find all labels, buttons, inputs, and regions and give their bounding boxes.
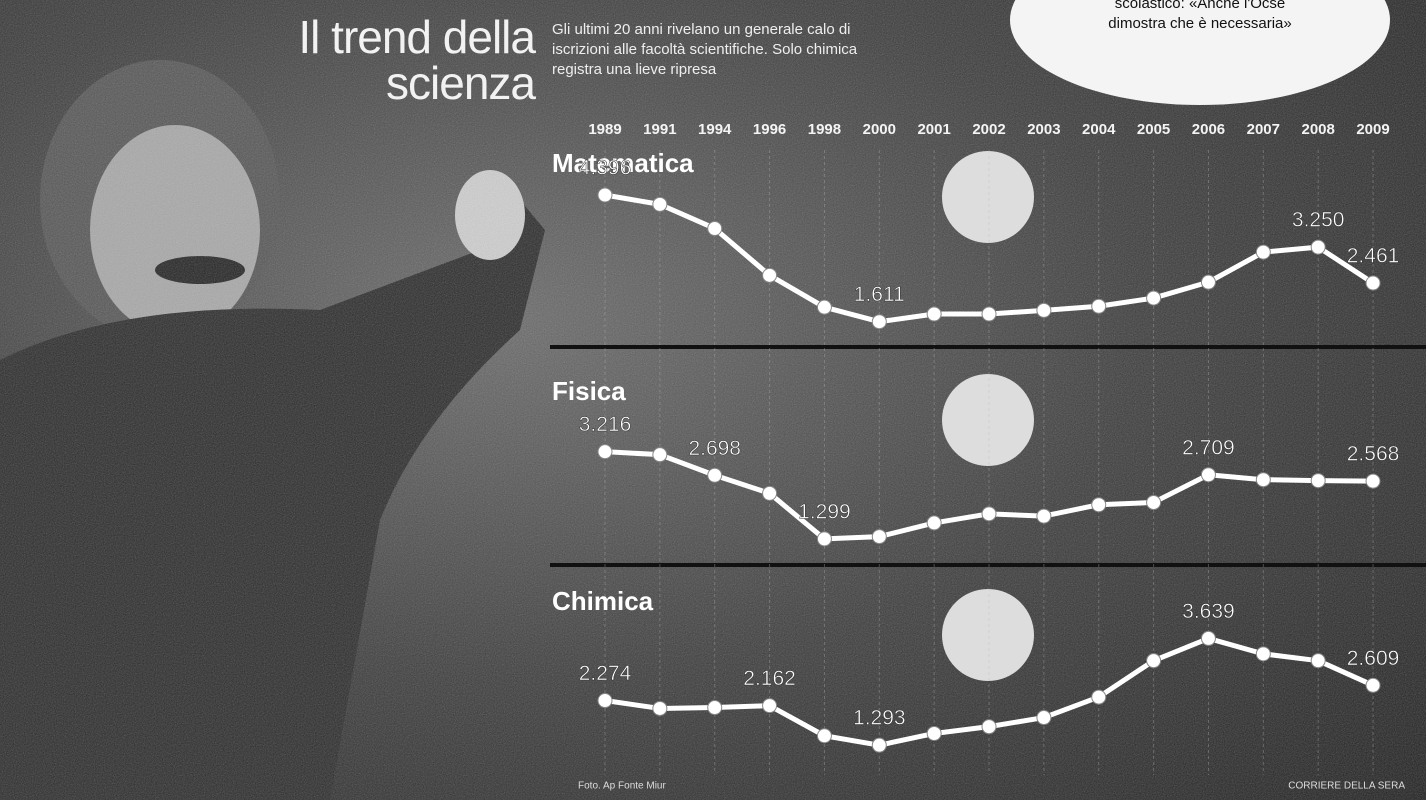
data-point	[762, 267, 778, 283]
chart-title: Il trend della scienza	[298, 11, 536, 109]
icon	[942, 151, 1034, 243]
data-point	[871, 529, 887, 545]
data-point	[762, 485, 778, 501]
data-point	[597, 693, 613, 709]
data-point	[652, 447, 668, 463]
data-point	[1146, 494, 1162, 510]
x-tick-label: 2004	[1082, 121, 1116, 138]
data-point	[1255, 472, 1271, 488]
data-point	[981, 506, 997, 522]
data-label: 1.293	[853, 707, 906, 730]
data-point	[1036, 302, 1052, 318]
data-point	[707, 467, 723, 483]
data-label: 3.216	[579, 413, 632, 436]
series-title: Chimica	[552, 586, 654, 616]
x-tick-label: 2008	[1301, 121, 1334, 138]
data-point	[1255, 244, 1271, 260]
data-point	[1200, 274, 1216, 290]
data-point	[1200, 630, 1216, 646]
source: Foto. Ap Fonte Miur	[578, 781, 666, 792]
data-point	[707, 220, 723, 236]
data-point	[1091, 689, 1107, 705]
data-point	[652, 196, 668, 212]
chart-subtitle: Gli ultimi 20 anni rivelano un generale …	[552, 21, 858, 78]
data-point	[1091, 298, 1107, 314]
data-label: 4.396	[579, 157, 632, 180]
data-point	[1036, 508, 1052, 524]
data-label: 2.568	[1347, 443, 1400, 466]
x-tick-label: 1996	[753, 121, 786, 138]
data-point	[1146, 290, 1162, 306]
data-point	[871, 737, 887, 753]
x-tick-label: 2005	[1137, 121, 1170, 138]
series-title: Matematica	[552, 148, 694, 178]
data-label: 2.698	[688, 437, 741, 460]
data-label: 3.250	[1292, 209, 1345, 232]
data-point	[1365, 473, 1381, 489]
data-label: 2.274	[579, 662, 632, 685]
data-point	[1310, 473, 1326, 489]
data-label: 1.299	[798, 500, 851, 523]
data-point	[1310, 239, 1326, 255]
data-point	[1255, 646, 1271, 662]
note-text: dimostra che è necessaria»	[1108, 15, 1291, 32]
x-tick-label: 2002	[972, 121, 1005, 138]
data-point	[1365, 677, 1381, 693]
x-tick-label: 2007	[1247, 121, 1280, 138]
note-bubble	[1010, 0, 1390, 105]
note-text: scolastico: «Anche l'Ocse	[1115, 0, 1285, 12]
x-tick-label: 2001	[917, 121, 950, 138]
x-tick-label: 1994	[698, 121, 732, 138]
icon	[942, 589, 1034, 681]
data-point	[1036, 710, 1052, 726]
x-tick-label: 1991	[643, 121, 676, 138]
data-label: 1.611	[854, 283, 905, 306]
data-point	[981, 719, 997, 735]
x-tick-label: 1998	[808, 121, 841, 138]
data-label: 2.709	[1182, 436, 1235, 459]
data-point	[871, 314, 887, 330]
x-tick-label: 2003	[1027, 121, 1060, 138]
icon	[942, 374, 1034, 466]
data-point	[1091, 497, 1107, 513]
data-point	[816, 728, 832, 744]
data-point	[1200, 467, 1216, 483]
x-tick-label: 1989	[588, 121, 621, 138]
data-point	[816, 299, 832, 315]
data-point	[926, 725, 942, 741]
credit: CORRIERE DELLA SERA	[1288, 781, 1405, 792]
data-point	[597, 187, 613, 203]
data-point	[816, 531, 832, 547]
data-point	[926, 515, 942, 531]
x-tick-label: 2006	[1192, 121, 1225, 138]
series-title: Fisica	[552, 376, 626, 406]
data-label: 3.639	[1182, 600, 1235, 623]
data-point	[652, 700, 668, 716]
x-tick-label: 2000	[863, 121, 896, 138]
data-point	[597, 444, 613, 460]
data-point	[1365, 275, 1381, 291]
data-point	[981, 306, 997, 322]
data-point	[926, 306, 942, 322]
data-label: 2.461	[1347, 245, 1400, 268]
data-point	[762, 698, 778, 714]
x-tick-label: 2009	[1356, 121, 1389, 138]
data-point	[1310, 653, 1326, 669]
data-label: 2.609	[1347, 647, 1400, 670]
data-label: 2.162	[743, 667, 796, 690]
data-point	[707, 700, 723, 716]
data-point	[1146, 653, 1162, 669]
